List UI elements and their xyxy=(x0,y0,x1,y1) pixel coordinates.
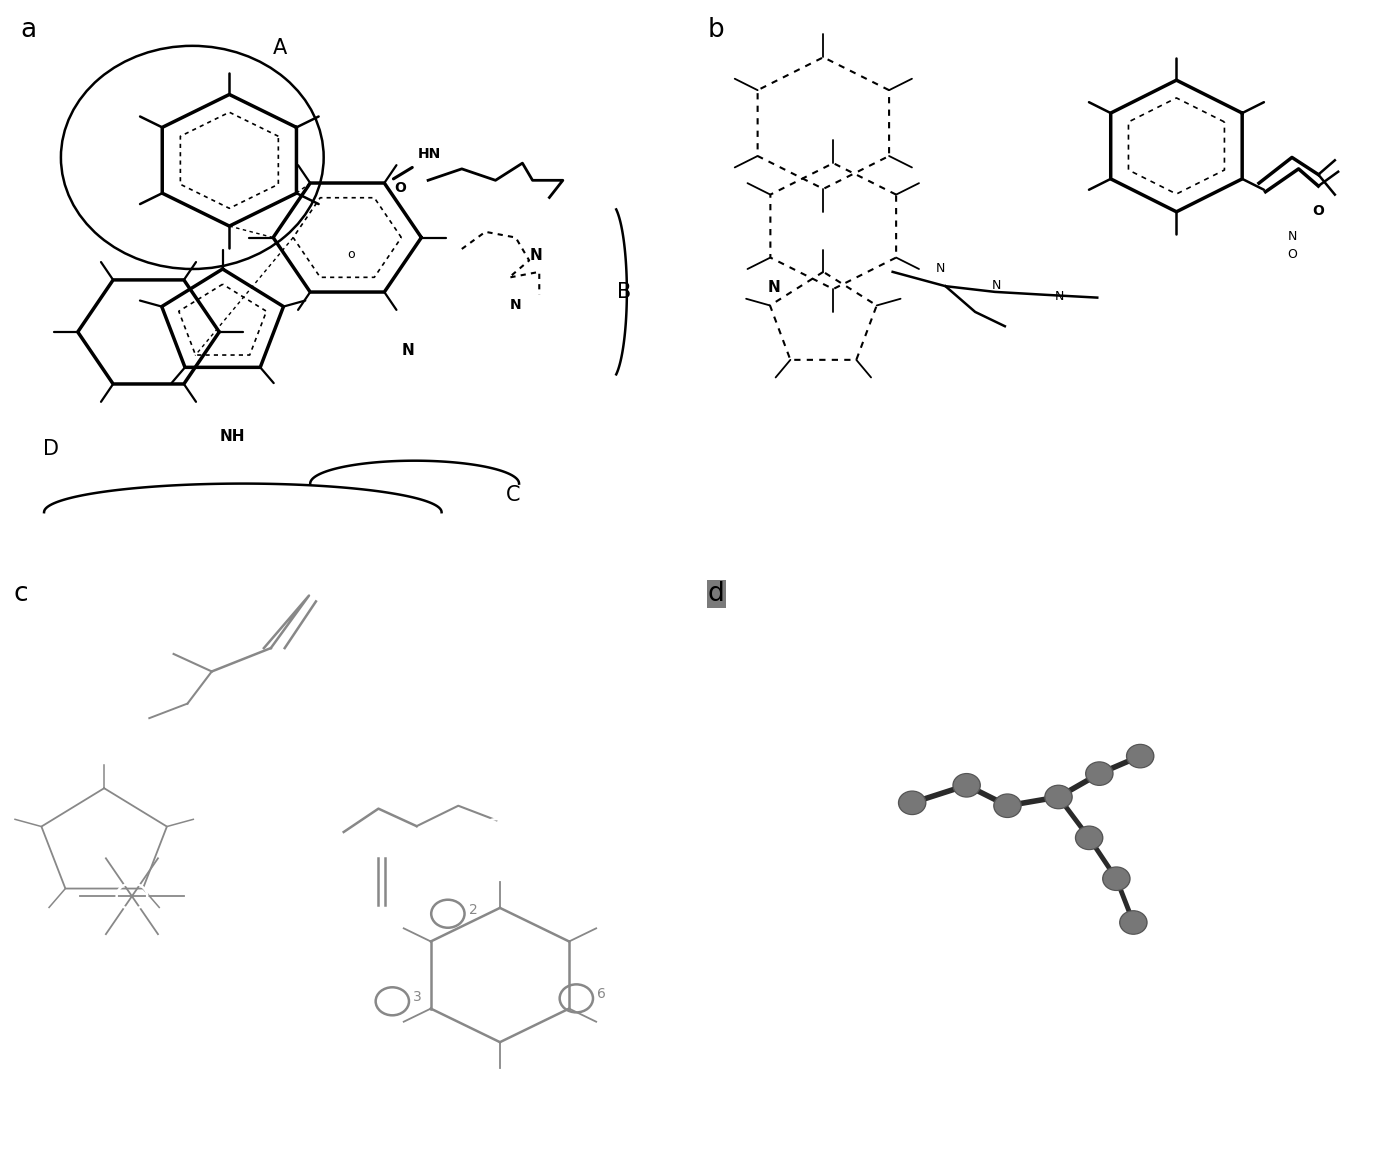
Text: 1: 1 xyxy=(151,881,161,895)
Text: N: N xyxy=(935,262,945,275)
Text: N: N xyxy=(767,280,780,295)
Text: N: N xyxy=(1055,290,1064,304)
Text: C: C xyxy=(506,484,520,505)
Text: O: O xyxy=(1312,203,1324,217)
Circle shape xyxy=(899,791,925,815)
Circle shape xyxy=(996,795,1020,816)
Text: N: N xyxy=(529,249,542,264)
Text: Posionizable 3.11: Posionizable 3.11 xyxy=(762,694,886,706)
Text: N: N xyxy=(510,298,521,312)
Text: RING AROMATIC 1.11: RING AROMATIC 1.11 xyxy=(1118,653,1265,666)
Circle shape xyxy=(953,773,980,796)
Text: 6.15: 6.15 xyxy=(298,869,334,884)
Text: HN: HN xyxy=(418,148,441,162)
Circle shape xyxy=(1119,911,1147,934)
Circle shape xyxy=(954,775,979,795)
Text: RING AROMATIC 2.21: RING AROMATIC 2.21 xyxy=(1093,929,1242,943)
Text: N: N xyxy=(991,279,1001,292)
Text: O: O xyxy=(1287,247,1297,260)
Text: D: D xyxy=(43,439,59,459)
Circle shape xyxy=(1126,744,1154,768)
Circle shape xyxy=(1088,763,1111,784)
Text: b: b xyxy=(708,17,725,43)
Text: B: B xyxy=(617,282,631,302)
Text: c: c xyxy=(14,581,29,607)
Circle shape xyxy=(1077,828,1101,849)
Circle shape xyxy=(1046,786,1071,808)
Text: a: a xyxy=(21,17,37,43)
Circle shape xyxy=(1128,746,1152,766)
Text: RING AROMATIC 1.21: RING AROMATIC 1.21 xyxy=(1093,682,1242,695)
Text: 3: 3 xyxy=(412,991,422,1005)
Text: A: A xyxy=(272,38,287,59)
Text: NH: NH xyxy=(220,429,246,444)
Circle shape xyxy=(1104,868,1129,889)
Text: N: N xyxy=(402,343,414,358)
Circle shape xyxy=(994,794,1022,817)
Circle shape xyxy=(1045,785,1072,809)
Circle shape xyxy=(1075,827,1103,850)
Circle shape xyxy=(1086,762,1112,785)
Circle shape xyxy=(1121,912,1145,933)
Text: d: d xyxy=(708,581,725,607)
Text: 2: 2 xyxy=(516,816,525,830)
Text: 5.72: 5.72 xyxy=(395,758,432,773)
Text: 2: 2 xyxy=(469,903,477,917)
Text: 3: 3 xyxy=(308,734,318,749)
Text: RING AROMATIC 2.11: RING AROMATIC 2.11 xyxy=(1118,877,1265,890)
Text: 6.06: 6.06 xyxy=(180,794,216,809)
Circle shape xyxy=(1103,867,1130,890)
Text: N: N xyxy=(1287,230,1297,244)
Text: o: o xyxy=(346,249,355,261)
Text: 6: 6 xyxy=(597,987,606,1001)
Circle shape xyxy=(899,792,924,814)
Text: O: O xyxy=(395,181,407,195)
